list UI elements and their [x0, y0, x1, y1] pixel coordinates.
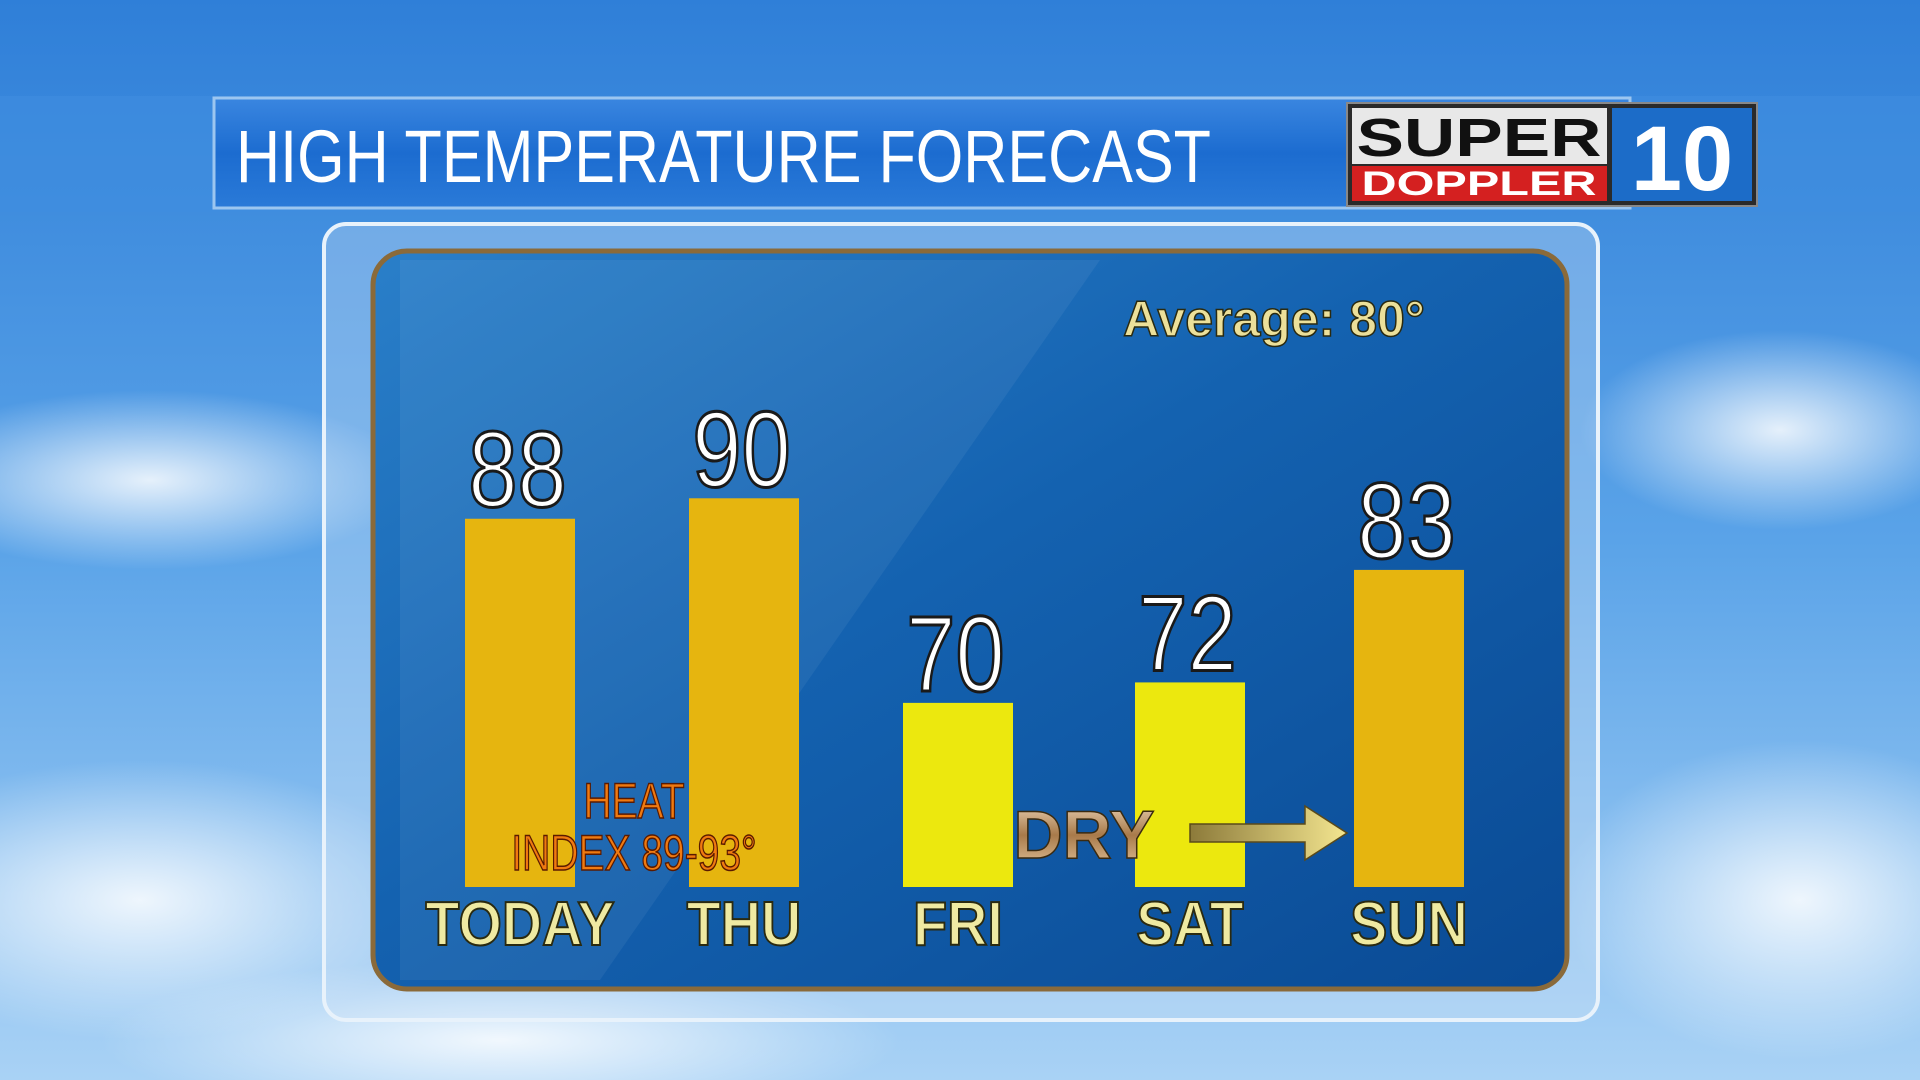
x-tick-label: TODAY [425, 890, 614, 958]
bar [465, 518, 575, 887]
cloud [1580, 330, 1920, 530]
logo-text: SUPER [1357, 108, 1602, 168]
logo-text: DOPPLER [1362, 165, 1597, 203]
logo-number: 10 [1631, 108, 1733, 210]
value-label: 88 [468, 409, 566, 529]
logo: SUPER DOPPLER 10 [1346, 102, 1758, 210]
value-label: 90 [692, 389, 790, 509]
logo-number-box [1612, 108, 1752, 201]
cloud [1560, 740, 1920, 1060]
chart-panel [370, 248, 1570, 992]
cloud [0, 390, 410, 570]
value-label: 83 [1357, 461, 1455, 581]
x-tick-label: SAT [1136, 890, 1243, 958]
bar [1135, 682, 1245, 887]
bar [689, 498, 799, 887]
value-label: 70 [906, 594, 1004, 714]
average-label: Average: 80° [1123, 291, 1425, 347]
x-tick-label: FRI [913, 890, 1003, 958]
heat-index-annotation: HEAT [583, 772, 684, 829]
bars: 88 90 70 72 83 [465, 388, 1464, 887]
value-label: 72 [1138, 573, 1236, 693]
bar [903, 702, 1013, 887]
x-tick-label: THU [687, 890, 802, 958]
dry-annotation: DRY [1013, 797, 1154, 873]
logo-top-box [1352, 108, 1607, 164]
chart-title: HIGH TEMPERATURE FORECAST [236, 115, 1211, 198]
heat-index-annotation: INDEX 89-93° [511, 824, 756, 881]
bar [1354, 569, 1464, 887]
x-tick-label: SUN [1350, 890, 1468, 958]
logo-bottom-box [1352, 166, 1607, 201]
dry-arrow [1189, 804, 1349, 862]
